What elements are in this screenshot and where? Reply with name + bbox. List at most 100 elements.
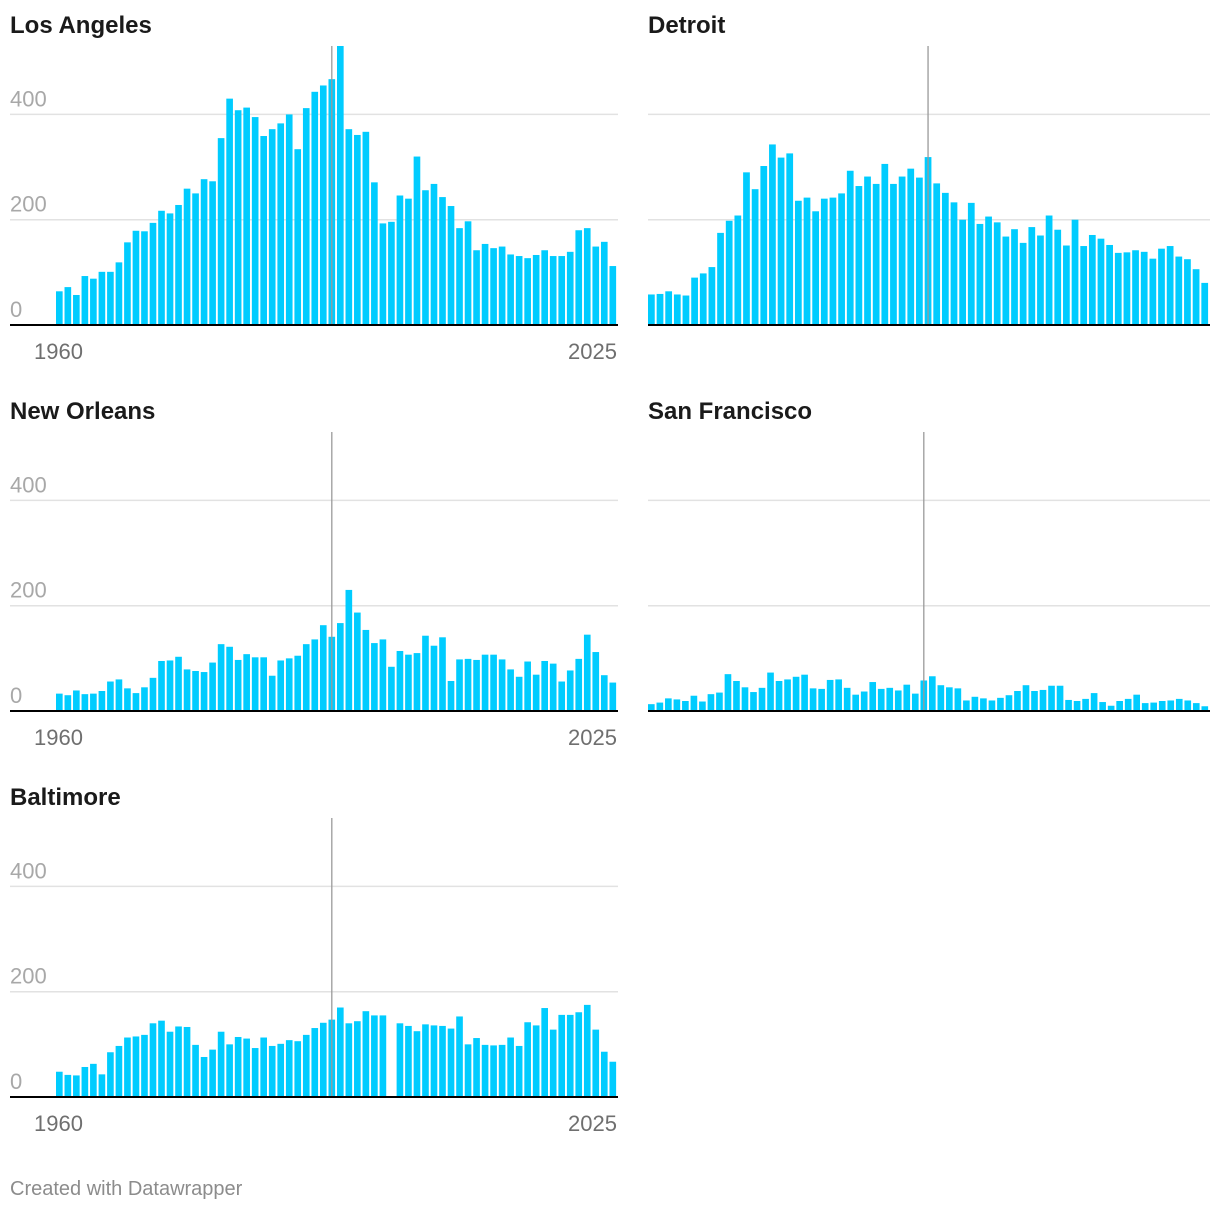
bar [422, 190, 429, 325]
bar [285, 114, 293, 326]
bar [115, 679, 123, 711]
bar [413, 156, 421, 325]
bar [829, 197, 837, 325]
bar [447, 206, 455, 325]
bar [682, 295, 690, 325]
bar [234, 1036, 242, 1097]
bar [107, 681, 114, 711]
bar [490, 1045, 497, 1097]
bar [1063, 245, 1070, 325]
bar [750, 692, 757, 711]
bar [124, 1037, 131, 1097]
bar [1114, 252, 1122, 325]
bar [98, 691, 106, 711]
bar [405, 654, 412, 711]
bar [1141, 703, 1149, 711]
bar [877, 688, 885, 711]
panel-title: Detroit [648, 12, 725, 39]
x-tick-label: 2025 [568, 725, 617, 750]
bar [149, 222, 157, 325]
bar [456, 1016, 463, 1097]
bar [302, 644, 310, 711]
bar [890, 183, 897, 325]
bar [1201, 282, 1209, 325]
bar [1116, 701, 1123, 711]
bar [881, 163, 889, 325]
bar [1056, 685, 1064, 711]
bar [1088, 234, 1096, 325]
bar [464, 1044, 472, 1097]
bar [490, 654, 497, 711]
bar [183, 188, 191, 325]
bar [260, 1037, 267, 1097]
bar [251, 657, 259, 711]
y-tick-label: 400 [10, 472, 47, 497]
bar [141, 687, 148, 711]
bar [1071, 219, 1079, 325]
bar [183, 669, 191, 711]
bar [963, 700, 970, 711]
bar [1167, 700, 1175, 711]
bar [396, 195, 404, 325]
bar [107, 271, 114, 325]
bar [985, 216, 992, 325]
bar [549, 256, 557, 325]
bar [1039, 689, 1047, 711]
bar [673, 699, 681, 711]
bar [277, 1043, 285, 1097]
bar [1192, 269, 1200, 325]
bar [166, 213, 174, 325]
bar [507, 1037, 514, 1097]
bar [507, 669, 514, 711]
bar [107, 1052, 114, 1097]
bar [592, 652, 600, 711]
bar [937, 685, 945, 711]
bar [183, 1026, 191, 1097]
bar [200, 179, 208, 325]
bar [396, 1023, 404, 1097]
bar [1150, 702, 1158, 711]
bar [481, 243, 489, 325]
bar [124, 242, 131, 325]
bar [1097, 238, 1105, 325]
bar [801, 674, 808, 711]
bar [158, 210, 165, 325]
bar [549, 1029, 557, 1097]
bar [665, 291, 673, 325]
bar [362, 1011, 370, 1097]
bar [354, 612, 361, 711]
bar [665, 698, 672, 711]
bar [498, 246, 506, 325]
bar [302, 108, 310, 326]
bar [1158, 701, 1166, 711]
bar [379, 223, 387, 325]
bar [717, 232, 724, 325]
bar [379, 1015, 387, 1097]
bar [524, 258, 531, 325]
bar [1048, 685, 1055, 711]
bar [929, 676, 936, 711]
bar [775, 680, 783, 711]
bar [149, 1023, 157, 1097]
bar [515, 256, 523, 325]
bar [422, 1024, 429, 1097]
bar [464, 221, 472, 325]
bar [898, 176, 906, 325]
bar [767, 672, 774, 711]
bar [690, 695, 698, 711]
bar [691, 277, 698, 325]
bar [362, 131, 370, 325]
y-tick-label: 0 [10, 683, 22, 708]
bar [524, 661, 531, 711]
bar [1106, 244, 1113, 325]
bar [354, 134, 361, 325]
bar [56, 693, 63, 711]
bar [592, 1029, 600, 1097]
bar [1201, 706, 1209, 711]
bar [803, 197, 811, 325]
x-tick-label: 2025 [568, 1111, 617, 1136]
bar [818, 688, 825, 711]
bar [699, 701, 706, 711]
bar [149, 677, 157, 711]
bar [362, 629, 370, 711]
